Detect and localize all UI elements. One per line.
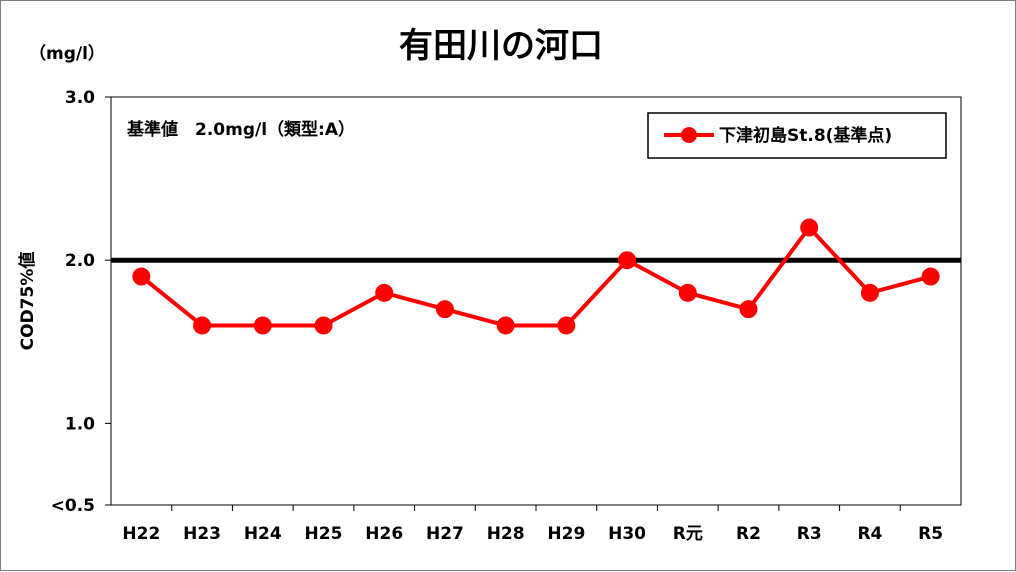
series-line [140, 225, 932, 328]
x-tick-label: R4 [857, 524, 882, 544]
y-tick-label: 1.0 [65, 414, 95, 434]
data-point [678, 283, 697, 302]
x-tick-label: R元 [673, 524, 703, 544]
y-tick-label: 2.0 [65, 251, 95, 271]
data-point [800, 218, 819, 237]
y-tick-label: 3.0 [65, 88, 95, 108]
legend-marker [681, 127, 697, 143]
unit-label: （mg/l） [29, 43, 105, 64]
data-point [921, 267, 940, 286]
data-point [314, 316, 333, 335]
x-tick-label: H26 [365, 524, 403, 544]
data-point [132, 267, 151, 286]
x-tick-label: H25 [305, 524, 343, 544]
series-layer [132, 218, 940, 335]
data-point [193, 316, 212, 335]
x-tick-label: R5 [918, 524, 943, 544]
x-tick-label: H23 [183, 524, 221, 544]
legend: 下津初島St.8(基準点) [647, 112, 947, 159]
data-point [618, 251, 637, 270]
x-tick-label: R3 [797, 524, 822, 544]
chart-title: 有田川の河口 [399, 26, 603, 66]
data-point [253, 316, 272, 335]
x-tick-label: R2 [736, 524, 761, 544]
x-tick-label: H29 [547, 524, 585, 544]
x-tick-label: H22 [122, 524, 160, 544]
standard-annotation: 基準値 2.0mg/l（類型:A） [126, 119, 355, 140]
data-point [496, 316, 515, 335]
data-point [860, 283, 879, 302]
y-axis-label: COD75%値 [17, 252, 38, 351]
y-tick-label: <0.5 [51, 496, 95, 516]
legend-label: 下津初島St.8(基準点) [719, 125, 892, 146]
data-point [557, 316, 576, 335]
x-tick-label: H24 [244, 524, 282, 544]
y-axis-ticks: <0.5 1.0 2.0 3.0 [51, 88, 111, 516]
plot-area [110, 96, 962, 506]
data-point [375, 283, 394, 302]
data-point [739, 300, 758, 319]
x-tick-label: H27 [426, 524, 464, 544]
x-tick-label: H30 [608, 524, 646, 544]
x-tick-label: H28 [487, 524, 525, 544]
x-axis-ticks: H22 H23 H24 H25 H26 H27 H28 H29 H30 R元 R2 R3 R4 R5 [122, 505, 943, 544]
data-point [435, 300, 454, 319]
